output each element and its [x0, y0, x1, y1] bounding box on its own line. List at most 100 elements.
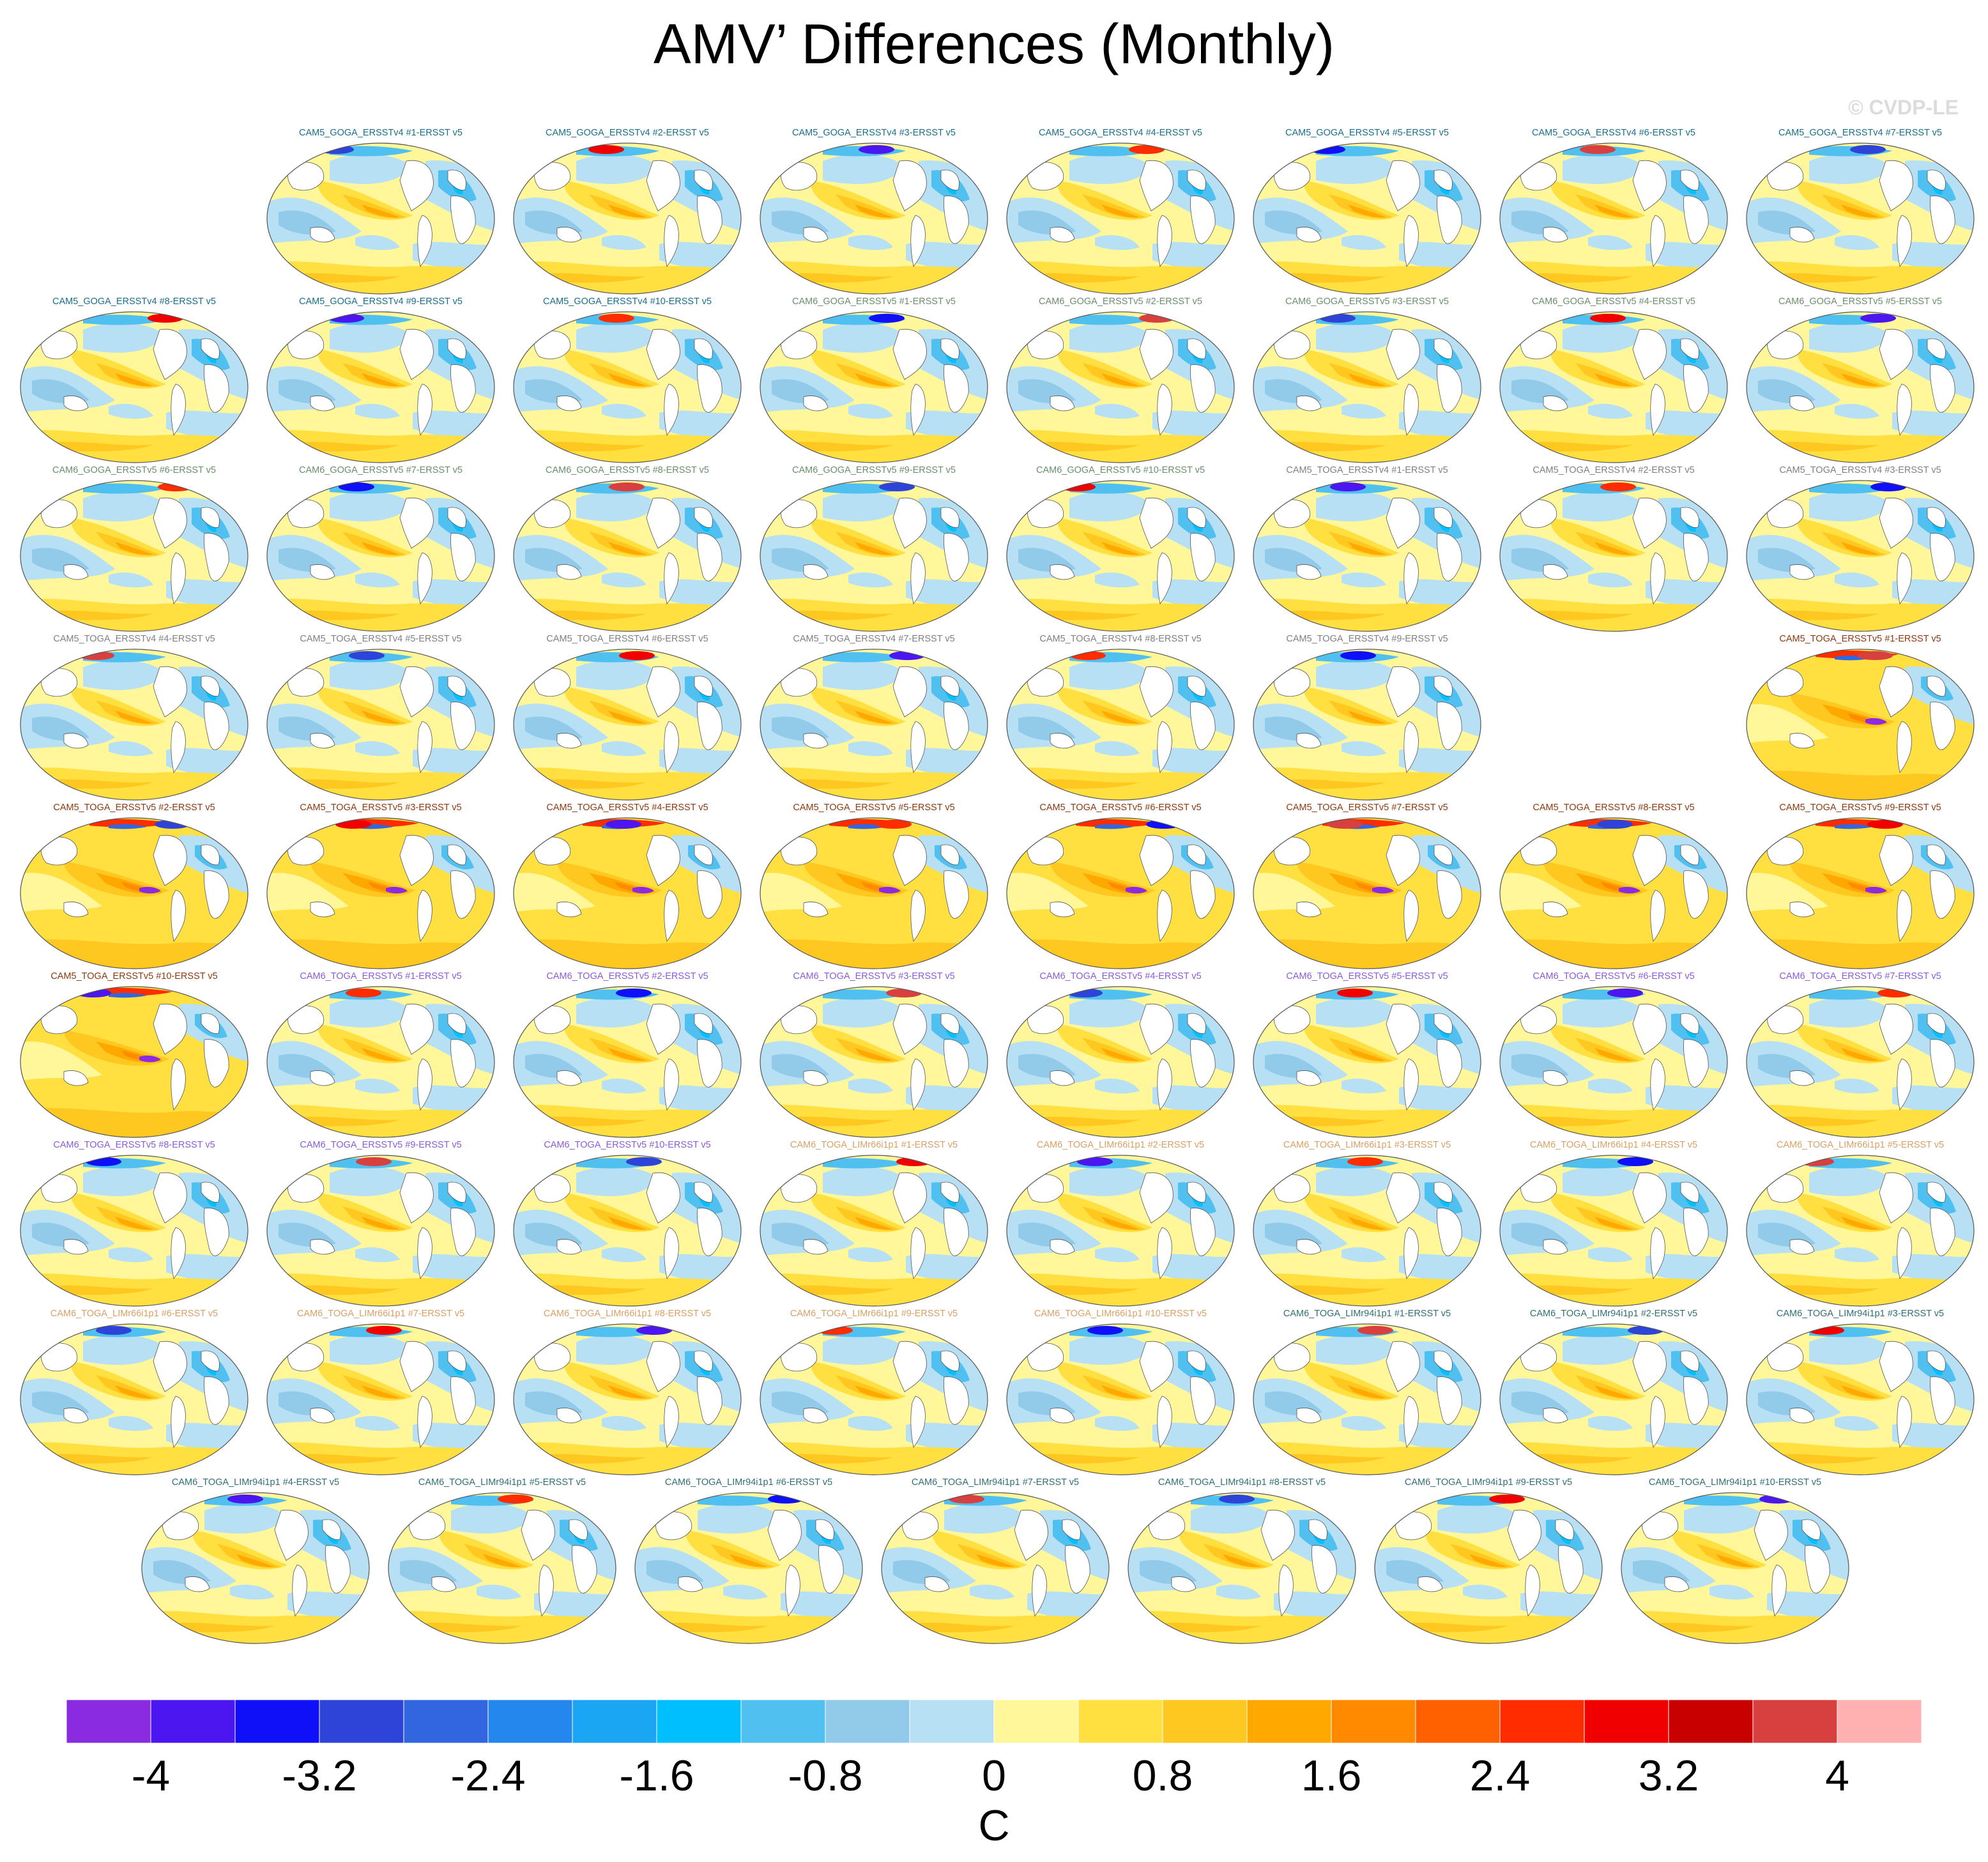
sst-field-standard-12 [1771, 1454, 1879, 1464]
land-mask [310, 902, 335, 918]
high-latitude-anomaly [1310, 145, 1345, 154]
colorbar-segment [740, 1700, 826, 1743]
sst-field-standard-10 [1841, 1048, 1879, 1061]
land-mask [1278, 1564, 1294, 1617]
colorbar-segment [1162, 1700, 1248, 1743]
map-outline [20, 817, 249, 969]
land-mask [1171, 1576, 1197, 1592]
colorbar-tick-label: 0.8 [1132, 1751, 1193, 1800]
panel-title: CAM6_TOGA_LIMr94i1p1 #1-ERSST v5 [1283, 1309, 1451, 1319]
sst-field-standard-14 [355, 1247, 400, 1263]
sst-field-standard-9 [710, 1544, 774, 1568]
land-mask [292, 1564, 307, 1617]
land-mask [646, 1172, 680, 1224]
land-mask [1766, 836, 1804, 866]
land-mask [910, 215, 926, 267]
map-outline [1499, 311, 1728, 463]
map-panel: CAM5_TOGA_ERSSTv5 #9-ERSST v5 [1739, 803, 1982, 975]
map-outline [20, 311, 249, 463]
land-mask [201, 1181, 220, 1203]
sst-field-warm-9 [1076, 819, 1159, 827]
high-latitude-anomaly [227, 1495, 263, 1504]
sst-field-standard-8 [1303, 1361, 1399, 1401]
sst-field-standard-9 [1450, 1544, 1514, 1568]
map-outline [760, 311, 988, 463]
sst-field-standard-12 [538, 610, 646, 620]
panel-title: CAM5_TOGA_ERSSTv4 #8-ERSST v5 [1039, 634, 1202, 644]
map-panel: CAM5_TOGA_ERSSTv5 #6-ERSST v5 [999, 803, 1242, 975]
sst-field-standard-12 [784, 610, 893, 620]
sst-field-standard-12 [1524, 1285, 1633, 1295]
map-panel: CAM6_GOGA_ERSSTv5 #2-ERSST v5 [999, 296, 1242, 469]
sst-field-standard-10 [1841, 1217, 1879, 1230]
sst-difference-map [1374, 1492, 1603, 1644]
sst-difference-map [1253, 480, 1481, 632]
sst-difference-map [513, 649, 742, 801]
panel-title: CAM6_TOGA_LIMr94i1p1 #4-ERSST v5 [171, 1477, 340, 1488]
land-mask [533, 1174, 571, 1203]
land-mask [40, 1174, 78, 1203]
land-mask [767, 1509, 802, 1561]
land-mask [287, 836, 325, 866]
land-mask [1683, 1376, 1709, 1425]
land-mask [1273, 162, 1311, 191]
sst-field-standard-2 [944, 1504, 1027, 1534]
map-outline [1499, 817, 1728, 969]
high-latitude-anomaly [588, 145, 624, 154]
colorbar-tick-label: -3.2 [282, 1751, 357, 1800]
land-mask [1032, 1564, 1047, 1617]
sst-field-warm-7 [20, 939, 248, 969]
sst-field-standard-12 [1771, 1116, 1879, 1127]
high-latitude-anomaly [886, 989, 922, 997]
panel-title: CAM5_GOGA_ERSSTv4 #3-ERSST v5 [792, 128, 956, 138]
colorbar-segment [1837, 1700, 1922, 1743]
land-mask [655, 1511, 692, 1541]
map-outline [1006, 986, 1235, 1138]
map-panel: CAM6_TOGA_LIMr94i1p1 #10-ERSST v5 [1614, 1477, 1856, 1650]
sst-field-standard-9 [589, 1375, 653, 1399]
land-mask [447, 675, 466, 697]
land-mask [694, 1350, 713, 1372]
sst-field-standard-14 [1095, 403, 1140, 419]
sst-field-standard-14 [1588, 572, 1633, 588]
sst-field-standard-13 [1069, 314, 1152, 325]
sst-difference-map [513, 142, 742, 295]
land-mask [1680, 169, 1699, 191]
map-outline [1746, 142, 1975, 295]
sst-field-standard-8 [563, 349, 659, 389]
map-outline [1621, 1492, 1849, 1644]
sst-field-standard-9 [589, 1038, 653, 1062]
map-outline [1499, 480, 1728, 632]
land-mask [1273, 668, 1311, 697]
sst-field-standard-9 [1575, 1038, 1639, 1062]
land-mask [1520, 836, 1557, 866]
panel-title: CAM5_TOGA_ERSSTv5 #5-ERSST v5 [793, 803, 955, 813]
sst-field-standard-2 [1437, 1504, 1520, 1534]
map-panel: CAM6_TOGA_ERSSTv5 #10-ERSST v5 [506, 1140, 749, 1312]
land-mask [1027, 499, 1064, 528]
sst-field-standard-10 [1594, 1217, 1633, 1230]
sst-field-standard-12 [1031, 779, 1140, 789]
sst-field-warm-8 [1865, 886, 1887, 894]
land-mask [697, 1208, 723, 1256]
panel-title: CAM5_GOGA_ERSSTv4 #10-ERSST v5 [542, 296, 712, 307]
land-mask [1927, 338, 1946, 360]
land-mask [1386, 835, 1420, 886]
sst-field-standard-14 [1835, 1415, 1879, 1431]
sst-difference-map [1499, 1323, 1728, 1475]
panel-title: CAM6_GOGA_ERSSTv5 #4-ERSST v5 [1532, 296, 1695, 307]
land-mask [1683, 533, 1709, 581]
land-mask [63, 1239, 89, 1255]
land-mask [694, 1181, 713, 1203]
map-panel: CAM5_GOGA_ERSSTv4 #8-ERSST v5 [13, 296, 256, 469]
land-mask [533, 668, 571, 697]
sst-field-standard-10 [1348, 542, 1386, 555]
sst-field-standard-8 [1057, 1192, 1152, 1233]
land-mask [910, 721, 926, 773]
land-mask [1260, 1509, 1295, 1561]
land-mask [780, 1005, 818, 1035]
sst-field-standard-12 [291, 610, 400, 620]
land-mask [1650, 215, 1665, 267]
sst-field-standard-12 [784, 779, 893, 789]
land-mask [1897, 889, 1912, 942]
